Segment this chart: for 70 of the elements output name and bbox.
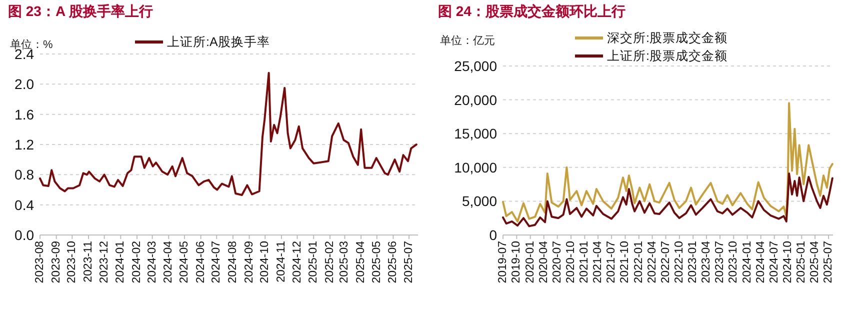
x-tick-label: 2022-07 bbox=[660, 241, 672, 284]
x-tick-label: 2023-07 bbox=[714, 241, 726, 284]
x-tick-label: 2020-01 bbox=[524, 241, 536, 284]
x-tick-label: 2023-10 bbox=[66, 241, 78, 284]
x-tick-label: 2024-01 bbox=[741, 241, 754, 284]
x-tick-label: 2021-01 bbox=[578, 241, 591, 284]
legend-label: 深交所:股票成交金额 bbox=[607, 30, 728, 45]
line-series bbox=[502, 102, 834, 222]
y-tick-label: 0.0 bbox=[14, 227, 34, 243]
x-tick-label: 2020-10 bbox=[565, 241, 578, 284]
text: 单位：亿元 bbox=[440, 34, 495, 47]
x-tick-label: 2020-04 bbox=[538, 240, 550, 284]
y-tick-label: 1.2 bbox=[14, 136, 34, 152]
x-tick-label: 2024-06 bbox=[194, 241, 207, 284]
x-tick-label: 2024-08 bbox=[226, 241, 239, 284]
y-tick-label: 15,000 bbox=[454, 126, 498, 142]
x-tick-label: 2024-03 bbox=[146, 241, 158, 284]
x-tick-label: 2023-04 bbox=[700, 240, 712, 284]
y-tick-label: 2.0 bbox=[14, 76, 34, 92]
x-tick-label: 2024-11 bbox=[275, 241, 288, 282]
x-tick-label: 2024-01 bbox=[114, 241, 127, 284]
x-tick-label: 2024-07 bbox=[768, 241, 780, 284]
x-tick-label: 2022-10 bbox=[673, 241, 686, 284]
x-tick-label: 2025-07 bbox=[403, 241, 416, 284]
x-tick-label: 2023-12 bbox=[98, 241, 110, 284]
chart-title: 图 23：A 股换手率上行 bbox=[8, 3, 153, 19]
x-tick-label: 2024-02 bbox=[131, 241, 144, 284]
y-tick-label: 0 bbox=[489, 227, 498, 243]
x-tick-label: 2019-10 bbox=[510, 241, 523, 284]
x-tick-label: 2024-10 bbox=[782, 241, 794, 284]
line-series bbox=[502, 172, 834, 228]
x-tick-label: 2024-04 bbox=[754, 240, 767, 284]
y-tick-label: 5,000 bbox=[462, 193, 498, 210]
x-tick-label: 2025-03 bbox=[338, 241, 351, 284]
y-tick-label: 0.8 bbox=[14, 166, 34, 183]
x-tick-label: 2024-05 bbox=[178, 241, 190, 284]
x-tick-label: 2024-09 bbox=[243, 241, 256, 284]
x-tick-label: 2023-11 bbox=[82, 241, 94, 282]
x-tick-label: 2020-07 bbox=[551, 241, 564, 284]
x-tick-label: 2025-07 bbox=[822, 241, 835, 284]
x-tick-label: 2024-10 bbox=[259, 241, 272, 284]
x-tick-label: 2021-07 bbox=[606, 241, 618, 284]
x-tick-label: 2024-07 bbox=[210, 241, 223, 284]
legend-label: 上证所:股票成交金额 bbox=[607, 48, 728, 63]
x-tick-label: 2025-02 bbox=[324, 241, 336, 284]
chart-title: 图 24：股票成交金额环比上行 bbox=[438, 3, 626, 19]
x-tick-label: 2023-10 bbox=[728, 241, 740, 284]
x-tick-label: 2022-01 bbox=[632, 241, 645, 284]
x-tick-label: 2025-04 bbox=[355, 240, 368, 284]
x-tick-label: 2025-05 bbox=[370, 241, 383, 284]
x-tick-label: 2019-07 bbox=[497, 241, 509, 284]
y-tick-label: 10,000 bbox=[454, 159, 498, 176]
legend-label: 上证所:A股换手率 bbox=[167, 34, 270, 49]
x-tick-label: 2023-08 bbox=[34, 241, 46, 284]
y-tick-label: 0.4 bbox=[14, 196, 34, 213]
x-tick-label: 2025-01 bbox=[796, 241, 808, 284]
x-tick-label: 2024-04 bbox=[162, 240, 175, 284]
x-tick-label: 2025-06 bbox=[387, 241, 400, 284]
x-tick-label: 2023-01 bbox=[687, 241, 700, 284]
x-tick-label: 2025-01 bbox=[308, 241, 320, 284]
x-tick-label: 2023-09 bbox=[50, 241, 62, 284]
y-tick-label: 1.6 bbox=[14, 106, 34, 122]
x-tick-label: 2021-04 bbox=[592, 240, 604, 284]
y-tick-label: 20,000 bbox=[454, 92, 498, 108]
y-tick-label: 25,000 bbox=[454, 58, 498, 74]
x-tick-label: 2022-04 bbox=[646, 240, 658, 284]
x-tick-label: 2024-12 bbox=[291, 241, 304, 284]
x-tick-label: 2021-10 bbox=[619, 241, 632, 284]
x-tick-label: 2025-04 bbox=[809, 240, 822, 284]
line-series bbox=[39, 72, 418, 196]
